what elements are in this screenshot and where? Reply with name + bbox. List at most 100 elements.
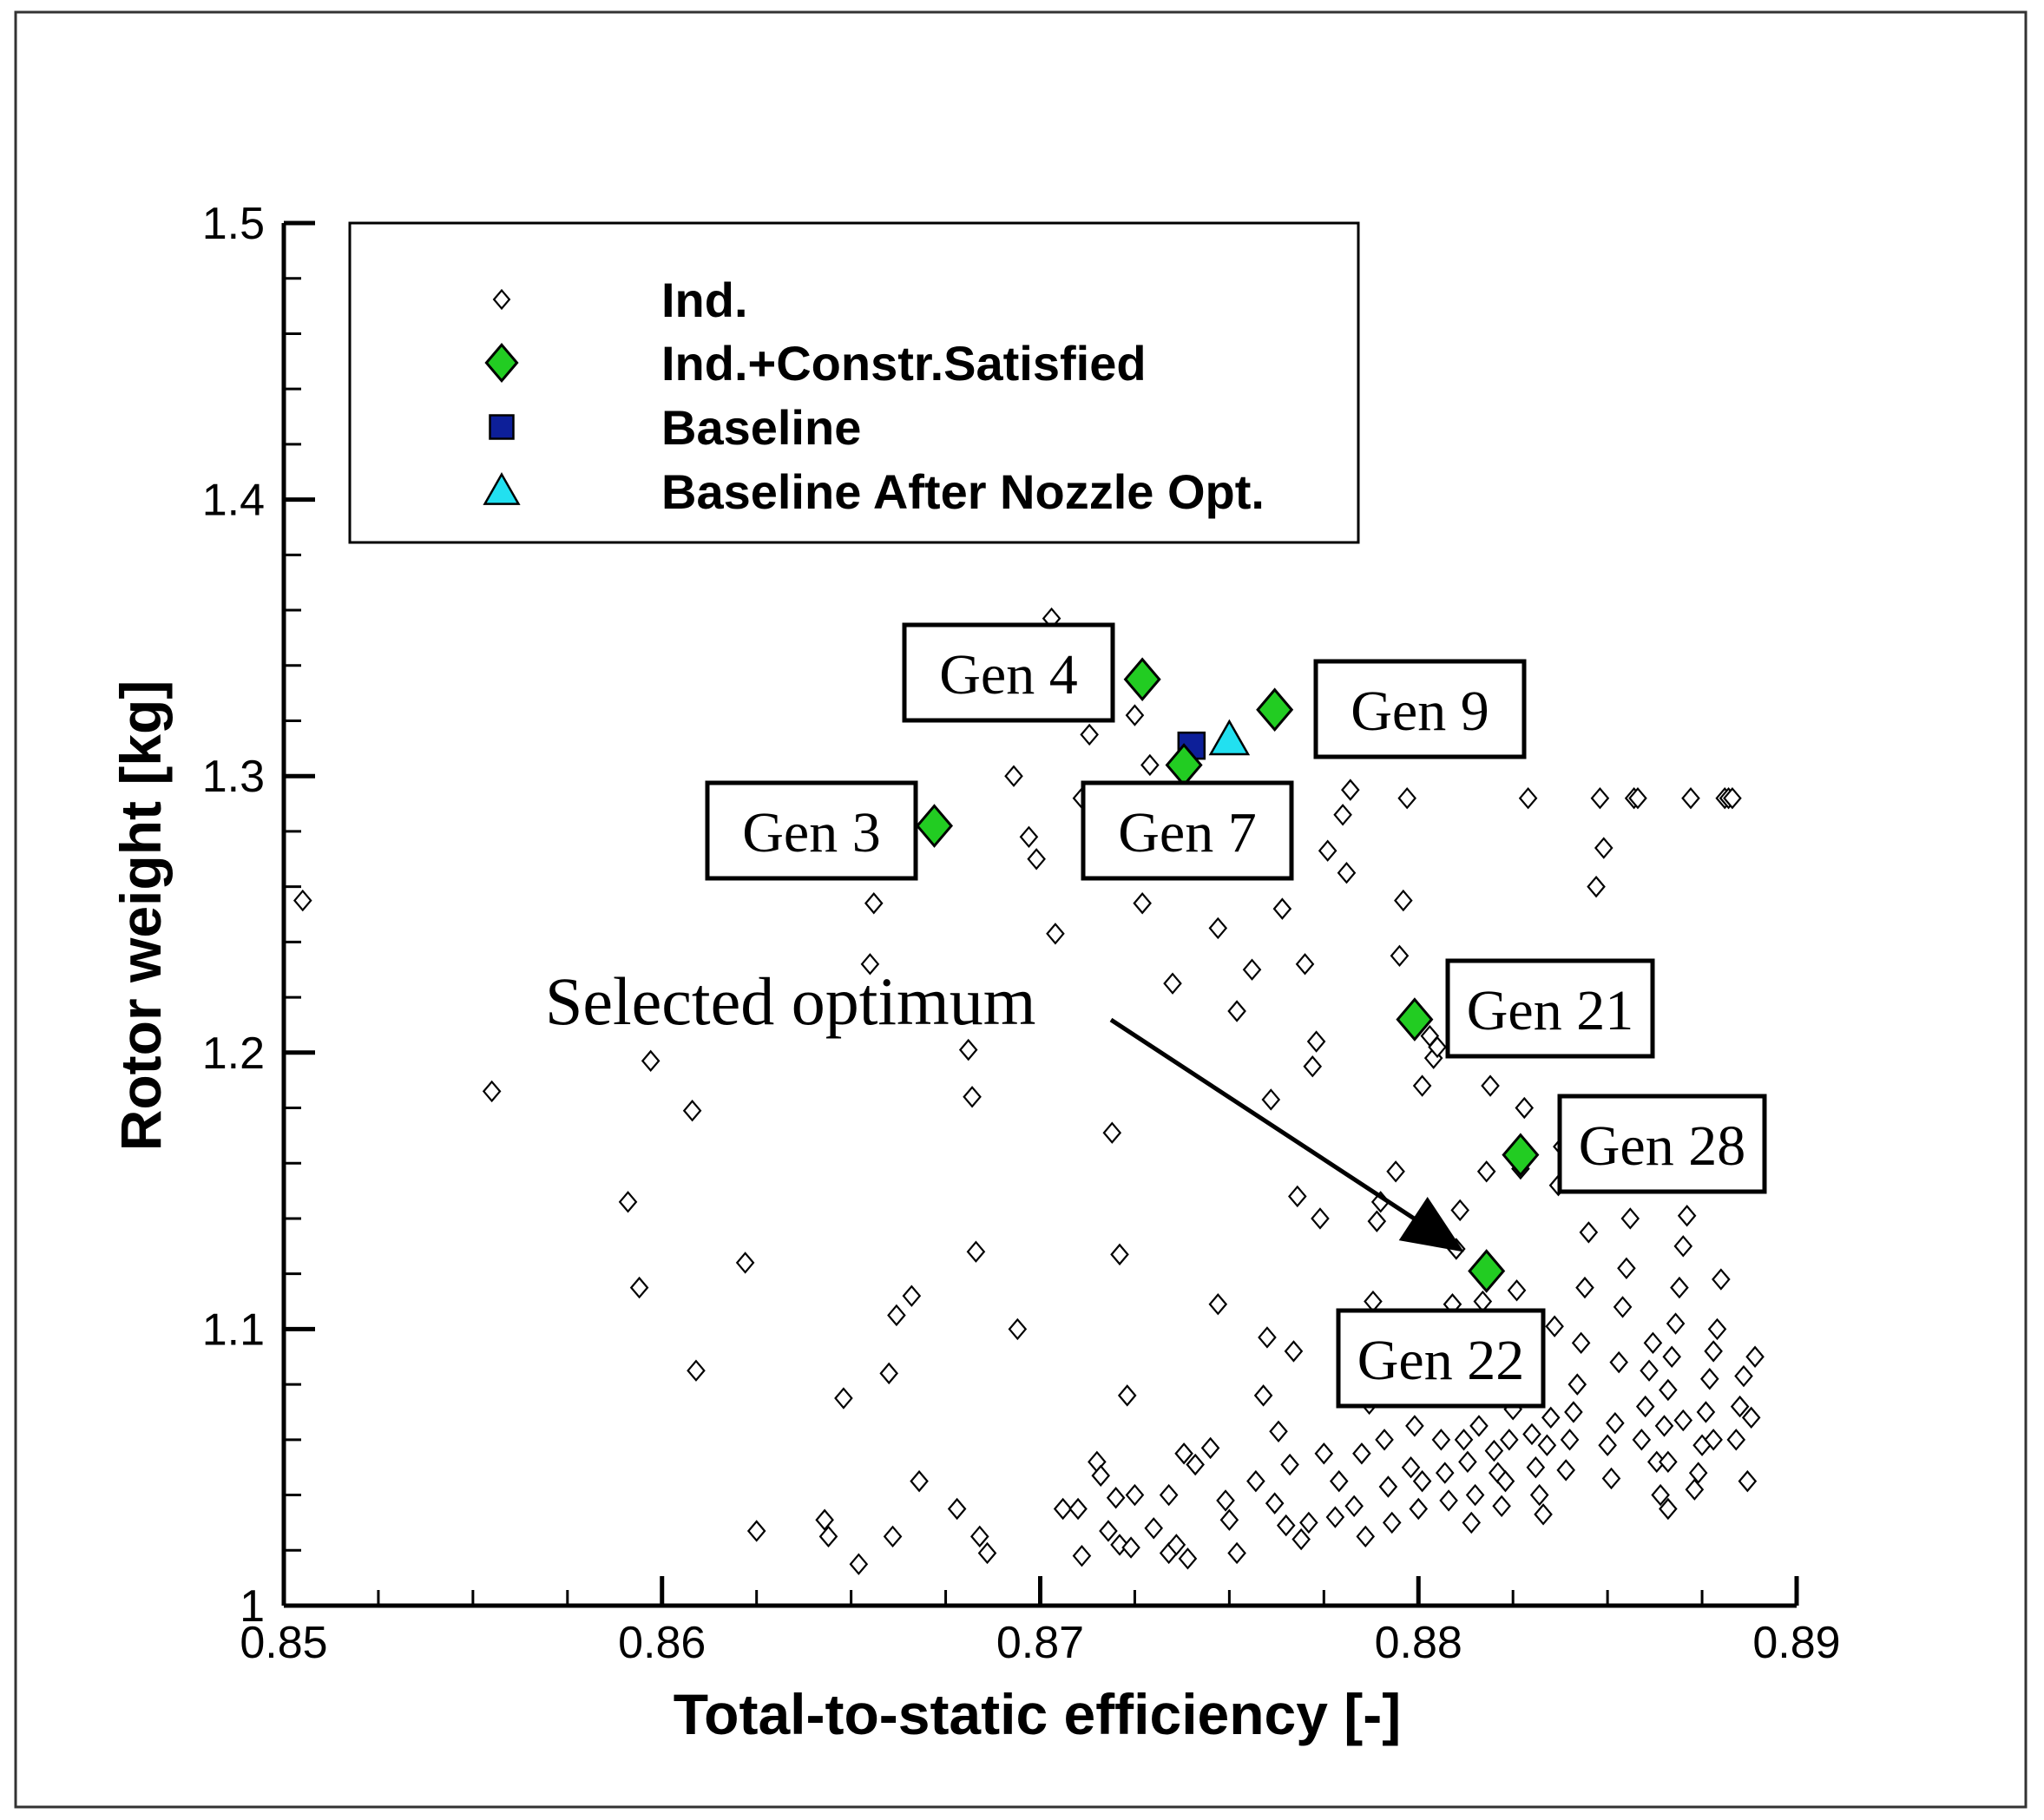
annotation-gen-7: Gen 7 xyxy=(1081,780,1294,881)
point-individual xyxy=(1246,1469,1265,1493)
point-individual xyxy=(1515,1096,1535,1120)
point-individual xyxy=(947,1497,967,1521)
x-tick-label: 0.87 xyxy=(996,1618,1084,1668)
point-individual xyxy=(735,1252,755,1274)
annotation-gen-22: Gen 22 xyxy=(1336,1308,1546,1409)
point-individual xyxy=(1008,1317,1028,1341)
point-individual xyxy=(1526,1456,1546,1479)
point-individual xyxy=(1601,1467,1621,1490)
point-individual xyxy=(910,1469,929,1493)
point-individual xyxy=(1258,1326,1277,1349)
annotations: Gen 3 Gen 4 Gen 7 Gen 9 Gen 21 Gen 28 Gen 22 Se… xyxy=(545,622,1767,1409)
point-individual xyxy=(1492,1495,1511,1518)
point-individual xyxy=(1133,892,1152,915)
point-individual xyxy=(1522,1422,1541,1446)
callout-selected-optimum: Selected optimum xyxy=(545,963,1035,1039)
point-individual xyxy=(1654,1415,1674,1437)
point-individual xyxy=(1394,889,1413,912)
point-individual xyxy=(1216,1489,1235,1512)
point-individual xyxy=(1662,1345,1681,1368)
point-individual xyxy=(1325,1506,1345,1528)
annotation-label: Gen 9 xyxy=(1351,680,1489,743)
y-tick-label: 1.4 xyxy=(202,476,265,526)
legend-marker xyxy=(484,342,519,384)
point-individual xyxy=(1575,1276,1594,1299)
annotation-box xyxy=(1445,958,1655,1059)
point-individual xyxy=(1560,1429,1580,1451)
point-individual xyxy=(1635,1395,1655,1418)
x-axis-label: Total-to-static efficiency [-] xyxy=(674,1682,1402,1746)
point-individual xyxy=(1431,1429,1451,1451)
point-individual xyxy=(1099,1520,1118,1542)
point-individual xyxy=(1186,1453,1205,1476)
point-individual xyxy=(1545,1315,1564,1337)
point-individual xyxy=(1632,1429,1652,1451)
y-tick-label: 1.5 xyxy=(202,199,265,249)
point-individual xyxy=(1306,1030,1326,1053)
annotation-box xyxy=(1081,780,1294,881)
point-individual xyxy=(1110,1243,1129,1266)
point-individual xyxy=(1696,1401,1716,1423)
point-individual xyxy=(1670,1276,1689,1299)
point-individual xyxy=(1481,1074,1500,1097)
point-individual xyxy=(1291,1528,1311,1551)
point-individual xyxy=(1681,786,1700,810)
point-constraint-satisfied xyxy=(1396,997,1434,1041)
point-individual xyxy=(977,1541,997,1565)
point-individual xyxy=(1571,1331,1591,1355)
point-individual xyxy=(1659,1378,1678,1402)
point-individual xyxy=(1121,1536,1140,1559)
legend: Ind. Ind.+Constr.Satisfied Baseline Baselin… xyxy=(348,221,1360,544)
x-tick-label: 0.85 xyxy=(240,1618,327,1668)
point-individual xyxy=(641,1049,661,1073)
point-individual xyxy=(1344,1495,1364,1518)
point-constraint-satisfied xyxy=(1256,687,1294,733)
point-individual xyxy=(1219,1508,1239,1531)
annotation-label: Gen 7 xyxy=(1118,801,1256,864)
point-individual xyxy=(1688,1462,1708,1484)
point-individual xyxy=(1462,1511,1482,1534)
point-individual xyxy=(1333,804,1352,826)
point-individual xyxy=(1329,1469,1349,1493)
annotation-label: Gen 4 xyxy=(939,643,1077,706)
point-constraint-satisfied xyxy=(915,804,954,848)
legend-label: Baseline After Nozzle Opt. xyxy=(661,464,1265,519)
point-individual xyxy=(966,1240,986,1263)
point-individual xyxy=(1609,1350,1628,1374)
point-individual xyxy=(1568,1373,1587,1396)
annotation-box xyxy=(705,780,918,881)
point-individual xyxy=(1640,1359,1659,1382)
point-individual xyxy=(292,889,312,912)
point-individual xyxy=(1311,1207,1330,1230)
point-individual xyxy=(1412,1469,1432,1493)
point-individual xyxy=(1318,839,1337,862)
point-individual xyxy=(1242,958,1262,981)
point-individual xyxy=(1027,848,1046,871)
legend-box xyxy=(348,221,1360,544)
point-individual xyxy=(1253,1384,1273,1407)
point-individual xyxy=(1534,1503,1553,1526)
point-individual xyxy=(682,1100,702,1122)
point-individual xyxy=(1484,1439,1504,1462)
point-individual xyxy=(1741,1406,1761,1429)
point-individual xyxy=(1409,1497,1429,1521)
y-tick-label: 1.1 xyxy=(202,1304,265,1355)
point-individual xyxy=(1314,1442,1334,1465)
point-individual xyxy=(1265,1492,1285,1514)
y-axis-label: Rotor weight [kg] xyxy=(108,680,173,1152)
point-individual xyxy=(887,1304,906,1327)
point-individual xyxy=(482,1080,502,1103)
point-individual xyxy=(1628,786,1647,810)
point-individual xyxy=(1590,786,1610,810)
point-individual xyxy=(963,1086,982,1108)
point-individual xyxy=(1685,1478,1705,1501)
point-individual xyxy=(1428,1035,1447,1059)
annotation-label: Gen 3 xyxy=(742,801,880,864)
point-individual xyxy=(1673,1235,1693,1258)
point-individual xyxy=(1068,1497,1088,1521)
point-individual xyxy=(1659,1450,1678,1474)
point-individual xyxy=(1117,1384,1137,1407)
point-individual xyxy=(1125,704,1145,726)
point-individual xyxy=(1659,1497,1678,1521)
